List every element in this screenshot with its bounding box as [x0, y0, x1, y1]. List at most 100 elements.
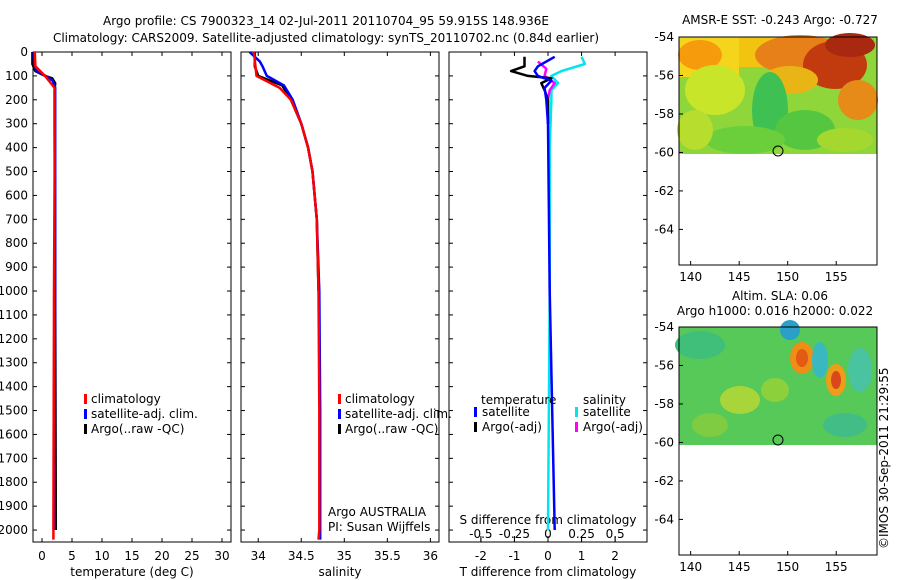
- map-x-tick-label: 140: [679, 270, 702, 284]
- y-tick-label: 300: [5, 117, 28, 131]
- s-tick-label: 0: [544, 527, 552, 541]
- x-tick-label: 0: [38, 549, 46, 563]
- map-y-tick-label: -62: [654, 474, 674, 488]
- map-y-tick-label: -60: [654, 435, 674, 449]
- legend-entry: climatology: [91, 392, 161, 406]
- x-tick-label: 35: [337, 549, 352, 563]
- x-tick-label: 30: [214, 549, 229, 563]
- annotation-text: Argo AUSTRALIA: [328, 505, 427, 519]
- x-tick-label: -2: [475, 549, 487, 563]
- x-tick-label: 25: [184, 549, 199, 563]
- y-tick-label: 1700: [0, 451, 28, 465]
- s-tick-label: 0.5: [606, 527, 625, 541]
- y-tick-label: 100: [5, 69, 28, 83]
- credit-stamp: ©IMOS 30-Sep-2011 21:29:55: [877, 367, 891, 549]
- sla-map-image: [675, 320, 877, 446]
- s-tick-label: -0.25: [499, 527, 530, 541]
- y-tick-label: 1400: [0, 380, 28, 394]
- argo-position-marker: [772, 145, 784, 157]
- map-y-tick-label: -56: [654, 68, 674, 82]
- s-tick-label: 0.25: [568, 527, 595, 541]
- x-axis-label: salinity: [318, 565, 361, 579]
- legend-swatch: [474, 422, 477, 432]
- figure-title-line-1: Argo profile: CS 7900323_14 02-Jul-2011 …: [103, 14, 549, 28]
- series-line-climatology: [33, 51, 56, 540]
- x-axis-label: T difference from climatology: [459, 565, 637, 579]
- map-y-tick-label: -64: [654, 512, 674, 526]
- map-x-tick-label: 145: [728, 560, 751, 574]
- legend-entry: satellite: [482, 405, 530, 419]
- x-tick-label: 10: [94, 549, 109, 563]
- legend-header: temperature: [481, 393, 556, 407]
- legend-swatch: [575, 422, 578, 432]
- y-tick-label: 1300: [0, 356, 28, 370]
- map-y-tick-label: -62: [654, 184, 674, 198]
- x-tick-label: 34.5: [288, 549, 315, 563]
- y-tick-label: 1800: [0, 475, 28, 489]
- legend-header: salinity: [583, 393, 626, 407]
- sla-map-panel: Altim. SLA: 0.06 Argo h1000: 0.016 h2000…: [654, 289, 878, 574]
- map-y-tick-label: -60: [654, 145, 674, 159]
- x-tick-label: -1: [508, 549, 520, 563]
- legend-swatch: [338, 394, 341, 404]
- plot-frame: [240, 51, 440, 543]
- y-tick-label: 1000: [0, 284, 28, 298]
- y-tick-label: 1600: [0, 427, 28, 441]
- sst-map-title: AMSR-E SST: -0.243 Argo: -0.727: [682, 13, 878, 27]
- sst-map-panel: AMSR-E SST: -0.243 Argo: -0.727 -54 -56 -5…: [654, 13, 878, 284]
- map-y-tick-label: -56: [654, 358, 674, 372]
- y-tick-label: 800: [5, 236, 28, 250]
- legend-entry: Argo(-adj): [583, 420, 643, 434]
- map-y-tick-label: -58: [654, 397, 674, 411]
- x-tick-label: 36: [423, 549, 438, 563]
- argo-position-marker-sla: [772, 434, 784, 446]
- y-tick-label: 500: [5, 165, 28, 179]
- y-tick-label: 700: [5, 212, 28, 226]
- x-tick-label: 2: [611, 549, 619, 563]
- map-y-tick-label: -58: [654, 107, 674, 121]
- legend-swatch: [338, 409, 341, 419]
- x-tick-label: 15: [124, 549, 139, 563]
- legend-entry: satellite-adj. clim.: [91, 407, 198, 421]
- x-tick-label: 0: [544, 549, 552, 563]
- series-line-satellite: [533, 55, 556, 531]
- map-y-tick-label: -54: [654, 30, 674, 44]
- legend-swatch: [575, 407, 578, 417]
- y-tick-label: 1200: [0, 332, 28, 346]
- series-line-climatology: [252, 51, 321, 540]
- legend-entry: climatology: [345, 392, 415, 406]
- legend-entry: Argo(-adj): [482, 420, 542, 434]
- legend-entry: satellite: [583, 405, 631, 419]
- y-tick-label: 400: [5, 141, 28, 155]
- series-line-satellite: [248, 51, 322, 540]
- y-tick-label: 200: [5, 93, 28, 107]
- legend-entry: satellite-adj. clim.: [345, 407, 452, 421]
- figure-title-line-2: Climatology: CARS2009. Satellite-adjuste…: [53, 31, 599, 45]
- legend-swatch: [84, 409, 87, 419]
- legend-swatch: [338, 424, 341, 434]
- x-tick-label: 34: [251, 549, 266, 563]
- legend-swatch: [84, 424, 87, 434]
- difference-profile-panel: -2 -1 0 1 2 T difference from climatology -0.5…: [448, 51, 648, 579]
- map-x-tick-label: 145: [728, 270, 751, 284]
- legend-swatch: [84, 394, 87, 404]
- temperature-profile-panel: 0 5 10 15 20 25 30 temperature (deg C) 0 100 200 30…: [0, 45, 232, 579]
- y-tick-label: 0: [20, 45, 28, 59]
- map-x-tick-label: 150: [776, 560, 799, 574]
- legend-swatch: [474, 407, 477, 417]
- plot-frame: [32, 51, 232, 543]
- salinity-profile-panel: 34 34.5 35 35.5 36 salinity climatologysatelli…: [240, 51, 452, 579]
- s-tick-label: -0.5: [469, 527, 492, 541]
- y-tick-label: 1100: [0, 308, 28, 322]
- sla-map-title-line-1: Altim. SLA: 0.06: [732, 289, 828, 303]
- map-x-tick-label: 155: [825, 270, 848, 284]
- x-tick-label: 1: [578, 549, 586, 563]
- y-tick-label: 900: [5, 260, 28, 274]
- sla-map-title-line-2: Argo h1000: 0.016 h2000: 0.022: [677, 304, 873, 318]
- annotation-text: PI: Susan Wijffels: [328, 520, 430, 534]
- map-x-tick-label: 150: [776, 270, 799, 284]
- sst-map-image: [677, 33, 878, 157]
- map-x-tick-label: 155: [825, 560, 848, 574]
- legend-entry: Argo(..raw -QC): [345, 422, 438, 436]
